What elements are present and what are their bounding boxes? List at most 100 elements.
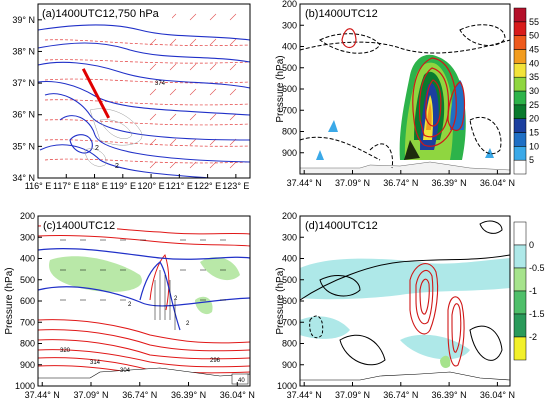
panel-d-y-tick-label: 700 (282, 317, 297, 327)
panel-a-background (38, 4, 250, 178)
panel-c-vector-reference-box (231, 373, 249, 385)
panel-c-y-tick-label: 500 (20, 275, 35, 285)
panel-b-colorbar: 5 10 15 20 25 30 35 40 45 50 55 (513, 7, 539, 175)
panel-a-contour-label: 2 (115, 163, 119, 170)
panel-a-y-tick-label: 37° N (12, 78, 35, 88)
panel-a-contour-label: 374 (155, 81, 166, 87)
panel-a-title: (a)1400UTC12,750 hPa (42, 8, 160, 20)
panel-b-y-tick-label: 800 (282, 127, 297, 137)
panel-b-colorbar-segment (513, 132, 527, 147)
panel-b-colorbar-segment (513, 21, 527, 36)
cross-section-line (81, 68, 110, 119)
panel-b-y-tick-label: 500 (282, 63, 297, 73)
panel-a-x-tick-label: 123° E (222, 181, 249, 191)
panel-c-blue-contours (37, 248, 251, 331)
panel-b-dashed-contours (299, 24, 511, 169)
panel-b-x-tick-label: 37.09° N (335, 178, 370, 188)
panel-c-y-label: Pressure (hPa) (4, 267, 15, 334)
panel-b-y-tick-label: 700 (282, 105, 297, 115)
panel-b-y-tick-label: 900 (282, 148, 297, 158)
panel-a-x-tick-label: 117° E (53, 181, 79, 191)
panel-d-y-tick-label: 1000 (277, 381, 297, 391)
panel-c-x-tick-label: 36.04° N (220, 390, 255, 400)
panel-c-contour-label: 2 (174, 296, 178, 302)
panel-b-colorbar-label: 30 (529, 86, 539, 96)
panel-c-contour-label: 314 (90, 360, 101, 366)
panel-a-x-tick-label: 119° E (110, 181, 136, 191)
panel-a-y-tick-label: 39° N (12, 15, 35, 25)
panel-d-colorbar-label: -0.5 (529, 263, 545, 273)
panel-c-contour-label: 296 (210, 358, 221, 364)
panel-d-background (300, 216, 510, 386)
panel-d-x-ticks: 37.44° N 37.09° N 36.74° N 36.39° N 36.04° N (287, 382, 515, 400)
panel-b-colorbar-label: 35 (529, 72, 539, 82)
panel-a-x-tick-label: 116° E (25, 181, 51, 191)
panel-c: (c)1400UTC12 320 314 304 296 2 2 2 40 Pr… (4, 211, 255, 400)
panel-a-frame (37, 3, 251, 179)
panel-c-y-tick-label: 800 (20, 339, 35, 349)
panel-b-colorbar-segment (513, 35, 527, 50)
panel-c-title-bg (41, 218, 117, 233)
panel-d-colorbar-segment (513, 313, 527, 338)
panel-b-colorbar-segment (513, 118, 527, 133)
panel-b-y-tick-label: 300 (282, 20, 297, 30)
panel-d-y-tick-label: 400 (282, 254, 297, 264)
panel-a-x-tick-label: 120° E (138, 181, 165, 191)
panel-c-x-tick-label: 36.74° N (122, 390, 157, 400)
panel-b-colorbar-label: 55 (529, 17, 539, 27)
panel-b-colorbar-segment (513, 104, 527, 119)
panel-d-colorbar-label: -1 (529, 286, 537, 296)
panel-b-x-tick-label: 36.74° N (383, 178, 418, 188)
panel-b-colorbar-label: 45 (529, 45, 539, 55)
panel-c-contour-label: 304 (120, 368, 131, 374)
panel-d-colorbar-label: -1.5 (529, 309, 545, 319)
panel-d-x-tick-label: 37.09° N (335, 390, 370, 400)
panel-d-colorbar-segment (513, 244, 527, 269)
panel-b-y-tick-label: 600 (282, 84, 297, 94)
panel-d-x-tick-label: 36.74° N (383, 390, 418, 400)
panel-c-contour-label: 2 (128, 302, 132, 308)
panel-b-y-tick-label: 400 (282, 42, 297, 52)
panel-d-y-tick-label: 600 (282, 296, 297, 306)
panel-c-contour-label: 320 (60, 348, 71, 354)
panel-b-colorbar-segment (513, 63, 527, 78)
panel-a-x-tick-label: 118° E (81, 181, 107, 191)
panel-c-y-tick-label: 900 (20, 360, 35, 370)
panel-c-green-shading (49, 256, 240, 315)
panel-a-x-tick-label: 122° E (194, 181, 221, 191)
panel-d-y-tick-label: 900 (282, 360, 297, 370)
panel-d-colorbar-segment (513, 290, 527, 315)
panel-d-y-tick-label: 800 (282, 339, 297, 349)
panel-a-y-tick-label: 34° N (12, 173, 35, 183)
panel-a-contour-label: 2 (95, 145, 99, 152)
panel-c-title: (c)1400UTC12 (43, 220, 115, 232)
panel-b-title-bg (303, 6, 379, 21)
panel-d-colorbar-label: -2 (529, 332, 537, 342)
panel-b-red-contours (341, 28, 466, 147)
panel-a-height-contours (37, 24, 251, 179)
panel-d-cyan-shading (300, 258, 510, 360)
panel-d-y-tick-label: 200 (282, 211, 297, 221)
panel-c-x-ticks: 37.44° N 37.09° N 36.74° N 36.39° N 36.04° N (25, 382, 255, 400)
panel-c-y-tick-label: 600 (20, 296, 35, 306)
panel-b-colorbar-label: 25 (529, 100, 539, 110)
panel-d-y-tick-label: 500 (282, 275, 297, 285)
panel-c-y-tick-label: 200 (20, 211, 35, 221)
panel-a-title-bg (40, 6, 172, 21)
panel-b: (b)1400UTC12 Pressure (hPa) 37.44° N 37.0… (275, 0, 539, 188)
panel-a: (a)1400UTC12,750 hPa 374 2 2 116° E 117° … (12, 3, 251, 191)
panel-d-title: (d)1400UTC12 (305, 220, 378, 232)
panel-b-colorbar-segment (513, 146, 527, 161)
panel-d-colorbar-segment (513, 336, 527, 361)
panel-d-colorbar: 0 -0.5 -1 -1.5 -2 (513, 221, 545, 361)
panel-c-x-tick-label: 37.44° N (25, 390, 60, 400)
panel-d-x-tick-label: 36.39° N (432, 390, 467, 400)
panel-b-colorbar-label: 20 (529, 114, 539, 124)
panel-b-y-label: Pressure (hPa) (275, 55, 286, 122)
panel-d-y-label: Pressure (hPa) (275, 267, 286, 334)
panel-b-y-ticks: 200 300 400 500 600 700 800 900 (282, 0, 304, 158)
panel-c-y-tick-label: 400 (20, 254, 35, 264)
panel-b-colorbar-segment (513, 7, 527, 23)
panel-b-colorbar-label: 5 (529, 155, 534, 165)
